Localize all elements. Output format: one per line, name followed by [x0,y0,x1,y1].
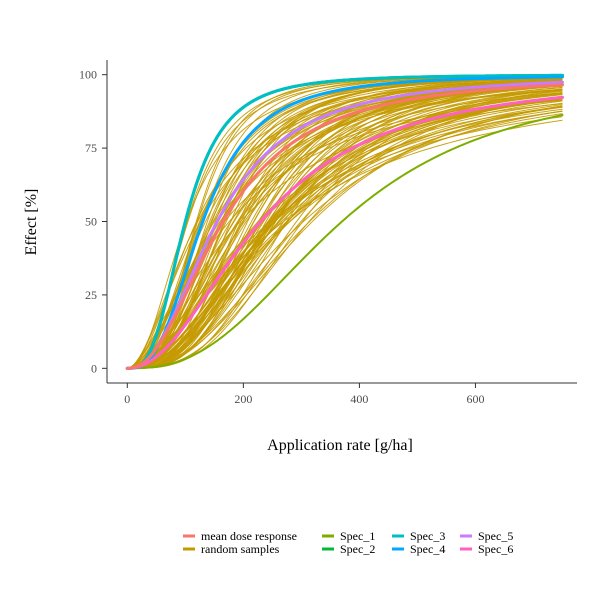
random-sample-line [127,80,563,369]
legend-label: Spec_2 [340,542,375,556]
random-sample-line [127,88,563,369]
series-line [125,95,564,370]
random-sample-line [127,79,563,369]
legend-label: Spec_6 [478,542,513,556]
series-spec_5 [125,80,564,370]
y-axis-title: Effect [%] [23,189,40,256]
y-tick-label: 25 [85,288,97,302]
legend-item: Spec_5 [460,529,513,543]
legend-item: Spec_1 [322,529,375,543]
legend-label: Spec_5 [478,529,513,543]
legend-item: Spec_3 [392,529,445,543]
series-spec_1 [126,114,564,370]
series-random-samples [127,74,563,369]
legend-label: Spec_4 [410,542,445,556]
random-sample-line [127,96,563,369]
legend-item: random samples [183,542,280,556]
series-line [125,80,564,370]
series-spec_6 [125,95,564,370]
y-tick-label: 100 [79,68,97,82]
x-tick-label: 400 [350,392,368,406]
y-tick-label: 0 [91,361,97,375]
y-tick-label: 75 [85,141,97,155]
x-axis-title: Application rate [g/ha] [267,437,413,454]
series-line [125,75,564,370]
y-tick-label: 50 [85,215,97,229]
series-spec_3 [125,73,564,370]
random-sample-line [127,104,563,369]
random-sample-line [127,88,563,369]
series-mean-dose-response [125,83,564,370]
random-sample-line [127,88,563,369]
legend-item: Spec_2 [322,542,375,556]
legend-label: Spec_1 [340,529,375,543]
legend-item: mean dose response [183,529,297,543]
series-line [125,83,564,370]
series-line [125,73,564,370]
x-tick-label: 0 [124,392,130,406]
legend-label: mean dose response [201,529,297,543]
legend-label: Spec_3 [410,529,445,543]
curves-layer [125,73,564,370]
legend-item: Spec_6 [460,542,513,556]
random-sample-line [127,92,563,369]
random-sample-line [127,92,563,369]
x-tick-label: 600 [466,392,484,406]
series-line [126,114,564,370]
ticks-layer: 0 200 400 600 0 25 50 75 100 [79,68,484,406]
x-tick-label: 200 [234,392,252,406]
legend-label: random samples [201,542,280,556]
legend-item: Spec_4 [392,542,445,556]
random-sample-line [127,98,563,369]
series-spec_4 [125,75,564,370]
